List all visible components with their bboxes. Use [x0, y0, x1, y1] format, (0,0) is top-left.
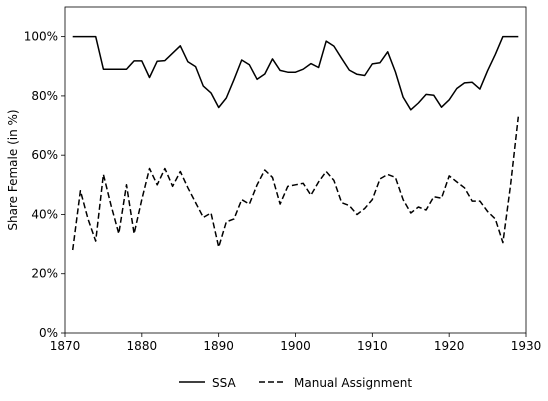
y-tick-label: 100% [24, 30, 58, 44]
y-tick-label: 0% [39, 326, 58, 340]
x-tick-label: 1930 [511, 339, 542, 353]
series-line-ssa [72, 35, 519, 111]
y-tick-label: 20% [31, 267, 58, 281]
x-tick-label: 1900 [280, 339, 311, 353]
x-tick-label: 1910 [357, 339, 388, 353]
y-tick-label: 80% [31, 89, 58, 103]
y-axis-title: Share Female (in %) [6, 109, 20, 230]
legend-label-ssa: SSA [212, 376, 236, 390]
series-line-manual-assignment [71, 116, 520, 251]
legend: SSA Manual Assignment [179, 376, 412, 390]
y-tick-label: 40% [31, 207, 58, 221]
legend-label-manual-assignment: Manual Assignment [294, 376, 412, 390]
x-tick-label: 1870 [50, 339, 81, 353]
y-tick-label: 60% [31, 148, 58, 162]
x-tick-label: 1880 [127, 339, 158, 353]
x-tick-label: 1920 [434, 339, 465, 353]
x-tick-label: 1890 [203, 339, 234, 353]
plot-frame [64, 6, 527, 334]
